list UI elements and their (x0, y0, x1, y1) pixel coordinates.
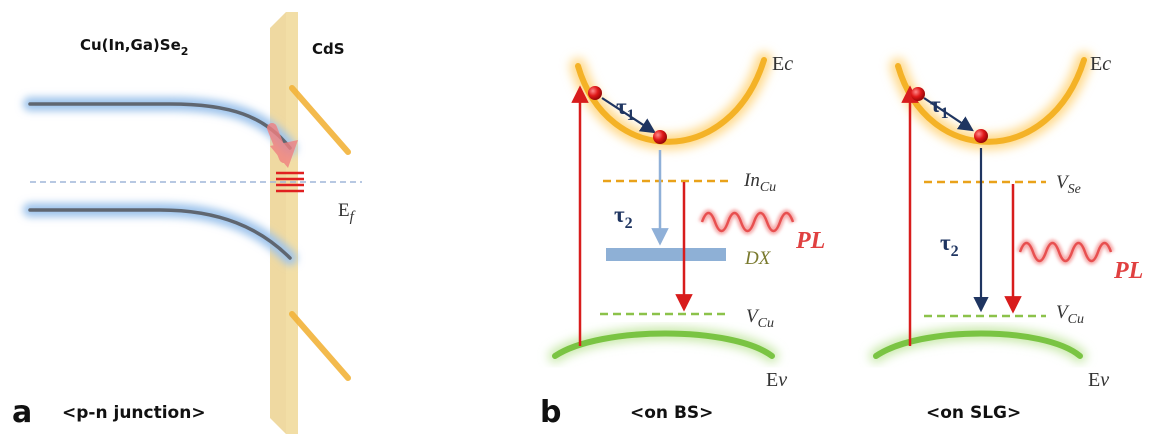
fermi-level-label: Ef (338, 200, 356, 225)
interface-states (276, 171, 304, 193)
cigs-valence-band (28, 208, 292, 260)
cds-layer-slab (286, 12, 298, 434)
tau2-label: τ2 (614, 202, 633, 232)
cds-conduction-band (289, 85, 351, 155)
recombination-arrow (267, 123, 298, 168)
valence-band-label: Ev (766, 369, 787, 391)
valence-band-label: Ev (1088, 369, 1109, 391)
material-label-cds: CdS (312, 40, 345, 58)
diagram-caption: <on BS> (630, 403, 713, 423)
diagram-caption: <on SLG> (926, 403, 1021, 423)
level-v-se-label: VSe (1056, 172, 1081, 197)
tau1-label: τ1 (616, 94, 635, 124)
panel-a-caption: <p-n junction> (62, 403, 206, 423)
cds-layer-slab-face (270, 12, 286, 434)
panel-a: Cu(In,Ga)Se2 CdS Ef a <p-n junction> (12, 12, 362, 434)
level-in-cu-label: InCu (743, 170, 776, 195)
cds-valence-band (289, 311, 351, 381)
electron-relaxed (974, 129, 988, 143)
dx-label: DX (744, 248, 772, 269)
cigs-valence-band-glow (23, 203, 297, 265)
level-v-cu-label: VCu (746, 306, 774, 331)
electron-hot (911, 87, 925, 101)
pl-wave (700, 211, 795, 233)
valence-band (873, 330, 1083, 359)
cigs-conduction-band-glow (23, 97, 297, 155)
valence-band (552, 330, 775, 359)
pl-label: PL (795, 228, 825, 254)
diagram-on-slg: Ec Ev τ1 τ2 VSe VCu PL <on SLG> (869, 52, 1143, 423)
conduction-band-glow (890, 52, 1092, 150)
level-v-cu-label: VCu (1056, 302, 1084, 327)
pl-label: PL (1113, 258, 1143, 284)
diagram-on-bs: Ec Ev τ1 τ2 InCu DX VCu PL <on BS> (548, 52, 825, 423)
tau1-arrow (601, 97, 656, 134)
conduction-band (575, 57, 767, 145)
material-label-cigs: Cu(In,Ga)Se2 (80, 36, 188, 58)
pl-wave (1018, 241, 1113, 263)
conduction-band-label: Ec (1090, 53, 1111, 75)
tau2-label: τ2 (940, 230, 959, 260)
conduction-band-label: Ec (772, 53, 793, 75)
panel-a-letter: a (12, 395, 32, 430)
tau1-arrow (923, 97, 974, 132)
tau1-label: τ1 (930, 92, 949, 122)
electron-relaxed (653, 130, 667, 144)
electron-hot (588, 86, 602, 100)
panel-b-letter: b (540, 395, 561, 430)
dx-center-bar (606, 248, 726, 261)
